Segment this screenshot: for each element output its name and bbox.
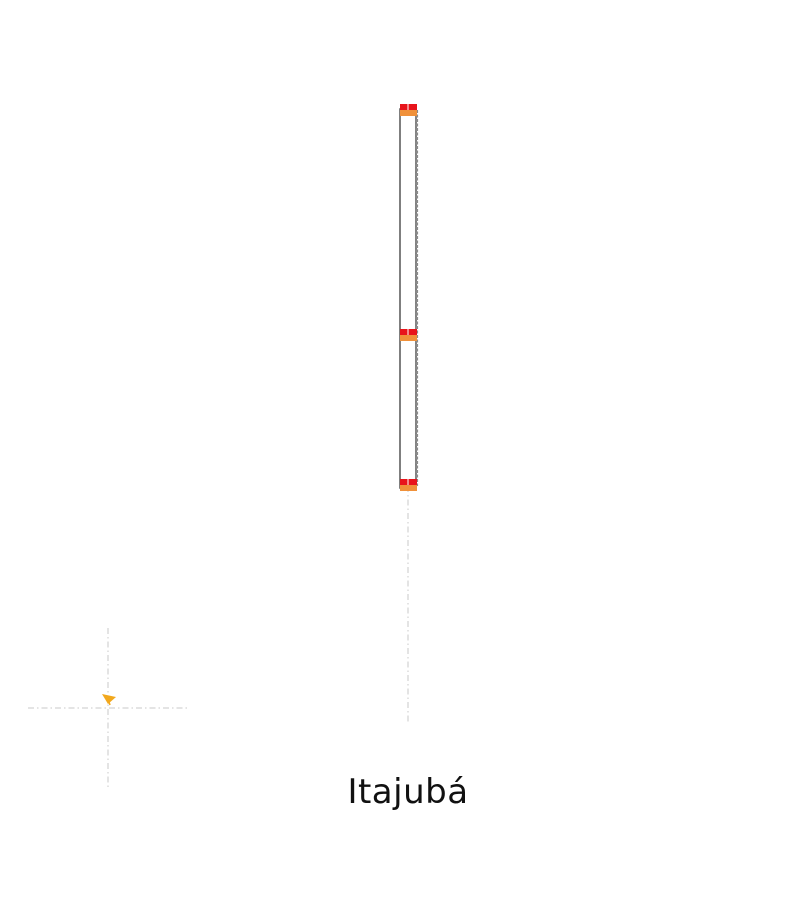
- station-title: Itajubá: [347, 772, 469, 812]
- signal-marker-icon: [400, 329, 417, 341]
- orientation-crosshair: [28, 628, 188, 788]
- compass-arrow-icon: [102, 694, 116, 706]
- signal-marker-icon: [400, 479, 417, 491]
- track-segment: [399, 108, 417, 489]
- signal-marker-icon: [400, 104, 417, 116]
